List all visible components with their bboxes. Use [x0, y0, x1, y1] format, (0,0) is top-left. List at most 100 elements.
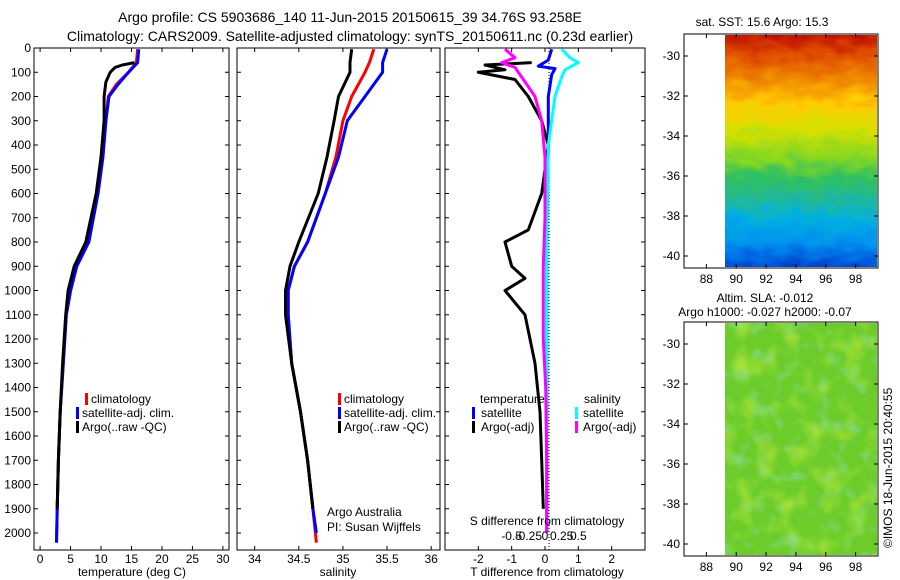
x-tick-label: 30 [216, 552, 230, 566]
y-tick-label: 100 [11, 65, 31, 79]
legend-swatch-blue [338, 407, 341, 419]
legend-swatch-red [85, 393, 88, 405]
header-line-2: Climatology: CARS2009. Satellite-adjuste… [67, 28, 633, 44]
map-y-tick-label: -30 [663, 337, 681, 351]
x-tick-label: 5 [67, 552, 74, 566]
salinity-legend: climatology satellite-adj. clim. Argo(..… [338, 392, 436, 434]
sla-map-title-2: Argo h1000: -0.027 h2000: -0.07 [678, 305, 852, 319]
y-tick-label: 2000 [4, 526, 31, 540]
series-line-magenta [500, 48, 549, 533]
legend-label: satellite [583, 406, 624, 420]
y-tick-label: 800 [11, 235, 31, 249]
map-x-tick-label: 92 [759, 560, 773, 574]
y-tick-label: 1700 [4, 453, 31, 467]
top-tick-label: -0.5 [501, 529, 522, 543]
x-tick-label: -2 [473, 552, 484, 566]
map-x-tick-label: 94 [789, 560, 803, 574]
sst-heatmap-field [725, 35, 877, 267]
y-tick-label: 600 [11, 187, 31, 201]
salinity-panel: 34 34.5 35 35.5 36 salinity climatology sate… [236, 47, 441, 579]
series-line-black [55, 61, 135, 509]
temperature-axes-frame [33, 47, 230, 551]
map-x-tick-label: 88 [700, 560, 714, 574]
map-x-tick-label: 90 [730, 272, 744, 286]
legend-title-salinity: salinity [584, 392, 621, 406]
map-x-tick-label: 90 [730, 560, 744, 574]
series-line-cyan [545, 48, 580, 533]
temperature-panel: 0100200300400500600700800900100011001200… [4, 41, 230, 579]
legend-swatch-black [472, 421, 475, 433]
y-tick-label: 1600 [4, 429, 31, 443]
difference-lines [476, 48, 580, 533]
sla-map-panel: Altim. SLA: -0.012 Argo h1000: -0.027 h2… [663, 291, 879, 574]
sst-heatmap [725, 35, 877, 267]
map-x-tick-label: 92 [759, 272, 773, 286]
y-tick-label: 1400 [4, 381, 31, 395]
top-tick-label: 0.5 [570, 529, 587, 543]
x-tick-label: 34 [248, 552, 262, 566]
legend-swatch-red [338, 393, 341, 405]
x-tick-label: 2 [608, 552, 615, 566]
top-tick-label: 0 [542, 529, 549, 543]
legend-label: satellite-adj. clim. [344, 406, 436, 420]
y-tick-label: 0 [24, 41, 31, 55]
map-y-tick-label: -36 [663, 169, 681, 183]
y-tick-label: 1800 [4, 478, 31, 492]
legend-label: Argo(..raw -QC) [82, 420, 167, 434]
temperature-legend: climatology satellite-adj. clim. Argo(..… [76, 392, 174, 434]
x-tick-label: 35.5 [375, 552, 399, 566]
legend-swatch-blue [76, 407, 79, 419]
difference-panel: -2 -1 0 1 2 T difference from climatology S … [444, 47, 646, 579]
x-tick-label: -1 [506, 552, 517, 566]
imos-stamp: ©IMOS 18-Jun-2015 20:40:55 [881, 387, 895, 548]
map-x-tick-label: 98 [849, 560, 863, 574]
x-tick-label: 10 [94, 552, 108, 566]
salinity-x-ticks: 34 34.5 35 35.5 36 [248, 48, 438, 566]
map-y-tick-label: -40 [663, 249, 681, 263]
map-x-tick-label: 96 [819, 560, 833, 574]
map-y-tick-label: -36 [663, 457, 681, 471]
difference-x-label: T difference from climatology [470, 565, 624, 579]
x-tick-label: 36 [424, 552, 438, 566]
legend-swatch-cyan [575, 407, 578, 419]
y-tick-label: 1900 [4, 502, 31, 516]
y-tick-label: 400 [11, 138, 31, 152]
y-tick-label: 900 [11, 259, 31, 273]
map-y-tick-label: -34 [663, 129, 681, 143]
difference-top-label: S difference from climatology [470, 514, 625, 528]
temperature-x-ticks: 0 5 10 15 20 25 30 [37, 48, 230, 566]
series-line-black [476, 61, 550, 509]
x-tick-label: 20 [155, 552, 169, 566]
legend-title-temperature: temperature [480, 392, 545, 406]
temperature-x-label: temperature (deg C) [78, 565, 186, 579]
legend-label: Argo(-adj) [583, 420, 636, 434]
x-tick-label: 0 [37, 552, 44, 566]
map-x-tick-label: 88 [700, 272, 714, 286]
y-tick-label: 1200 [4, 332, 31, 346]
top-tick-label: -0.25 [515, 529, 543, 543]
temperature-lines [55, 49, 141, 543]
y-tick-label: 1000 [4, 284, 31, 298]
difference-axes-frame [444, 47, 646, 551]
legend-swatch-black [338, 421, 341, 433]
map-y-tick-label: -34 [663, 417, 681, 431]
map-x-tick-label: 96 [819, 272, 833, 286]
top-tick-label: 0.25 [550, 529, 574, 543]
salinity-y-ticks [237, 47, 440, 534]
sla-heatmap-lows [725, 323, 877, 555]
series-line-blue [286, 48, 389, 534]
sla-map-ticks: 88 90 92 94 96 98 -30 -32 -34 -36 -38 -40 [663, 322, 878, 574]
series-line-red [286, 48, 376, 543]
y-tick-label: 700 [11, 211, 31, 225]
y-tick-label: 300 [11, 114, 31, 128]
temperature-y-ticks: 0 100 200 300 400 500 600 700 800 900 1000 1100 1200… [4, 41, 229, 540]
legend-swatch-blue [472, 407, 475, 419]
legend-label: Argo(-adj) [481, 420, 534, 434]
map-x-tick-label: 94 [789, 272, 803, 286]
salinity-x-label: salinity [320, 565, 357, 579]
sst-map-title: sat. SST: 15.6 Argo: 15.3 [696, 15, 829, 29]
series-line-black [284, 49, 354, 509]
legend-label: satellite [481, 406, 522, 420]
x-tick-label: 25 [186, 552, 200, 566]
